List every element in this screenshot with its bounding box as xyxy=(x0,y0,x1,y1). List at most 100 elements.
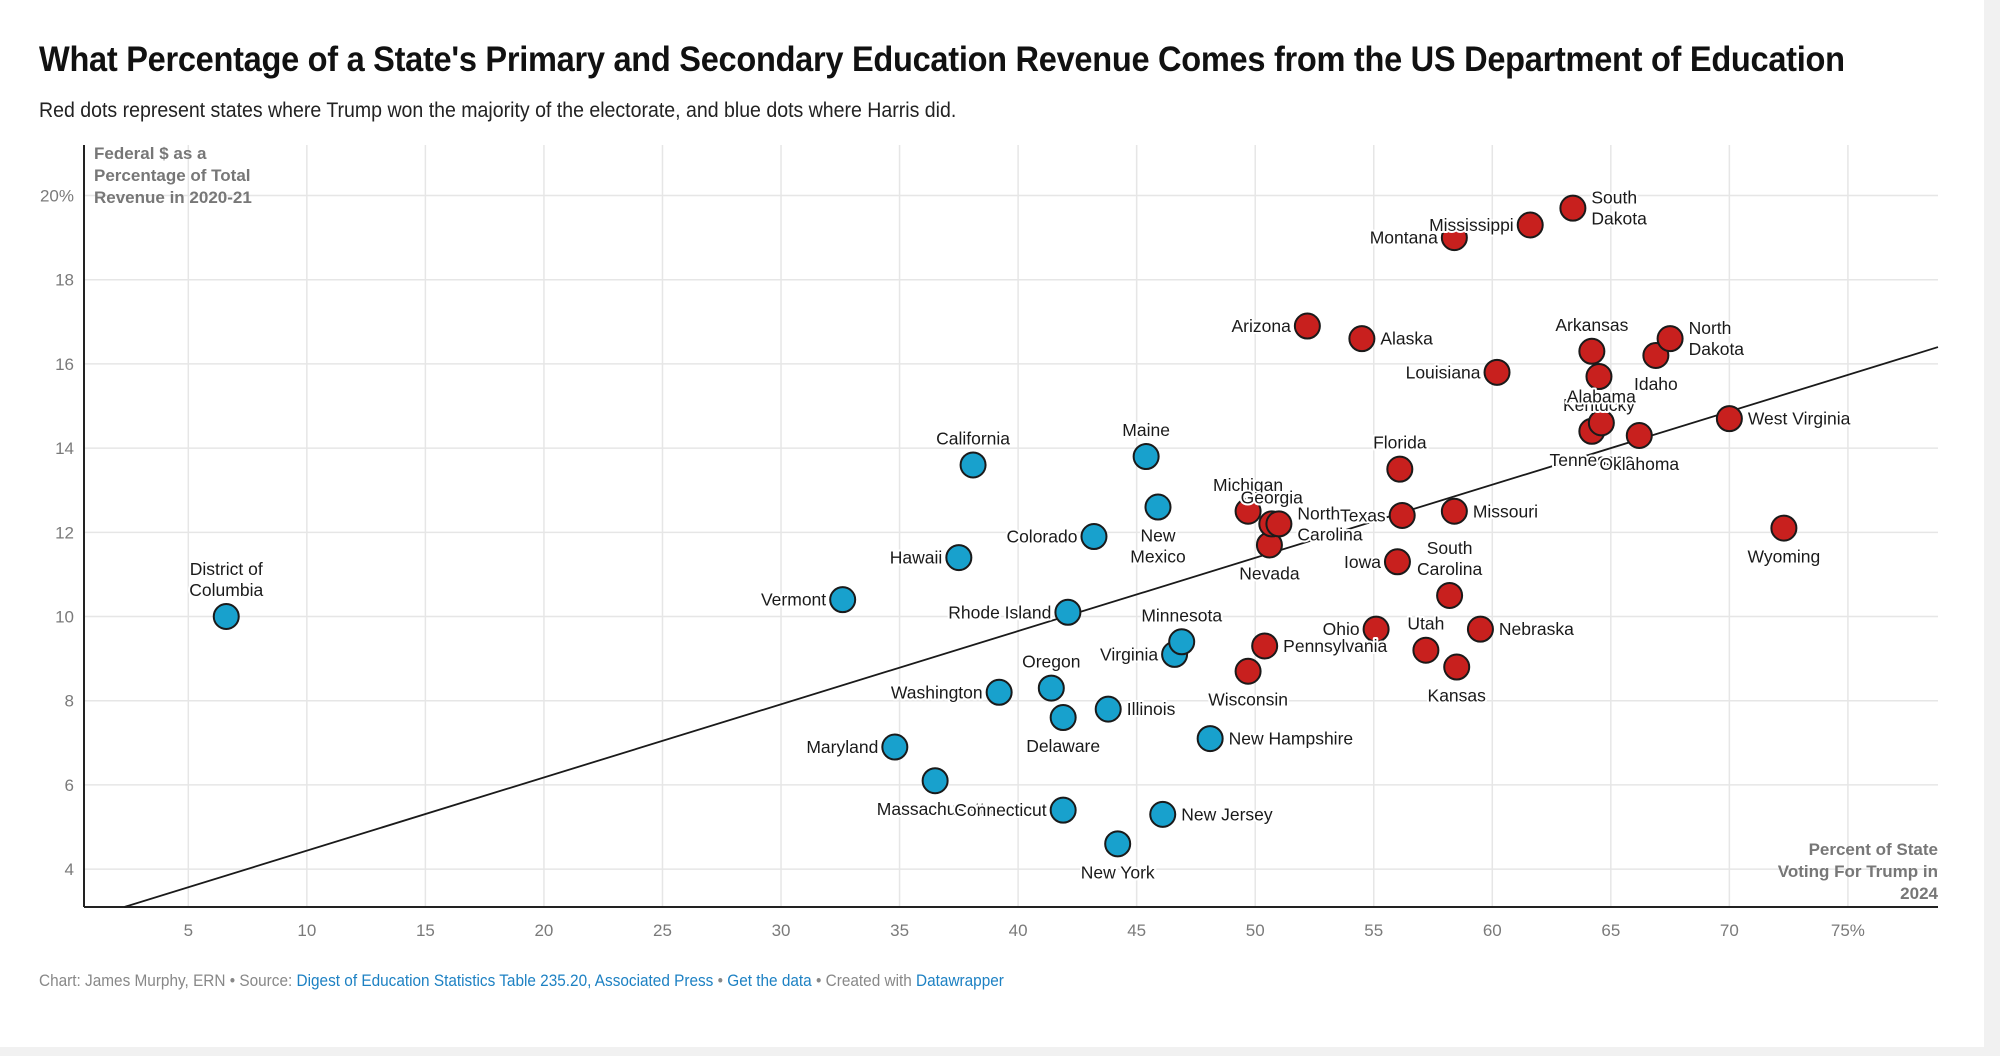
y-tick-label: 20% xyxy=(40,187,74,206)
dot-utah xyxy=(1412,636,1440,664)
dot-south-dakota xyxy=(1559,194,1587,222)
label-line: Montana xyxy=(1370,228,1438,248)
x-tick-label: 20 xyxy=(534,921,553,940)
label-line: Iowa xyxy=(1344,552,1381,572)
label-michigan: Michigan xyxy=(1213,475,1283,495)
axis-title-line: Federal $ as a xyxy=(94,144,207,163)
label-line: Rhode Island xyxy=(948,602,1051,622)
label-line: Idaho xyxy=(1634,374,1678,394)
label-line: Vermont xyxy=(761,590,826,610)
label-florida: Florida xyxy=(1373,433,1427,453)
dot-connecticut xyxy=(1049,796,1077,824)
dot-louisiana xyxy=(1483,358,1511,386)
label-nevada: Nevada xyxy=(1239,563,1300,583)
label-nebraska: Nebraska xyxy=(1499,619,1574,639)
label-line: New Jersey xyxy=(1181,804,1273,824)
label-line: Pennsylvania xyxy=(1283,636,1387,656)
label-missouri: Missouri xyxy=(1473,501,1538,521)
dot-missouri xyxy=(1440,497,1468,525)
label-line: West Virginia xyxy=(1748,409,1851,429)
x-tick-label: 35 xyxy=(890,921,909,940)
dot-north-dakota xyxy=(1656,325,1684,353)
label-kentucky: Kentucky xyxy=(1563,395,1635,415)
dot-new-jersey xyxy=(1149,800,1177,828)
dot-colorado xyxy=(1080,523,1108,551)
label-line: Carolina xyxy=(1417,559,1482,579)
dot-massachusetts xyxy=(921,767,949,795)
x-tick-label: 45 xyxy=(1127,921,1146,940)
label-washington: Washington xyxy=(891,682,983,702)
chart-title: What Percentage of a State's Primary and… xyxy=(39,40,1845,79)
label-minnesota: Minnesota xyxy=(1141,605,1222,625)
dot-montana xyxy=(1440,224,1468,252)
label-line: Massachusetts xyxy=(877,799,994,819)
label-tennessee: Tennessee xyxy=(1550,450,1635,470)
x-tick-label: 55 xyxy=(1364,921,1383,940)
label-line: Dakota xyxy=(1591,209,1647,229)
label-line: Maryland xyxy=(806,737,878,757)
dot-new-hampshire xyxy=(1196,725,1224,753)
label-new-jersey: New Jersey xyxy=(1181,804,1273,824)
label-illinois: Illinois xyxy=(1127,699,1176,719)
dot-michigan xyxy=(1234,497,1262,525)
label-maryland: Maryland xyxy=(806,737,878,757)
x-tick-label: 25 xyxy=(653,921,672,940)
x-tick-label: 50 xyxy=(1246,921,1265,940)
get-data-link[interactable]: Get the data xyxy=(727,972,812,990)
axis-title-line: Percent of State xyxy=(1809,840,1938,859)
label-wisconsin: Wisconsin xyxy=(1208,690,1288,710)
label-new-york: New York xyxy=(1081,862,1155,882)
label-california: California xyxy=(936,428,1010,448)
y-axis-title: Federal $ as a Percentage of Total Revenue… xyxy=(94,144,252,207)
dot-wyoming xyxy=(1770,514,1798,542)
label-idaho: Idaho xyxy=(1634,374,1678,394)
y-tick-label: 12 xyxy=(55,523,74,542)
axis-titles: Federal $ as a Percentage of Total Revenue… xyxy=(94,144,1939,903)
label-line: North xyxy=(1297,503,1340,523)
x-tick-label: 70 xyxy=(1720,921,1739,940)
dot-district-of-columbia xyxy=(212,603,240,631)
label-new-hampshire: New Hampshire xyxy=(1229,729,1353,749)
axis-ticks: 5 10 15 20 25 30 35 40 45 50 55 60 65 70 75% 4 6 8 10 12 14 1… xyxy=(40,187,1865,940)
created-with-label: Created with xyxy=(825,972,917,990)
label-line: Kansas xyxy=(1428,686,1487,706)
dot-north-carolina xyxy=(1265,510,1293,538)
label-south-carolina: South Carolina xyxy=(1417,538,1482,579)
dot-wisconsin xyxy=(1234,657,1262,685)
label-line: Illinois xyxy=(1127,699,1176,719)
label-oregon: Oregon xyxy=(1022,652,1080,672)
label-vermont: Vermont xyxy=(761,590,826,610)
y-tick-label: 6 xyxy=(65,776,74,795)
label-line: Kentucky xyxy=(1563,395,1635,415)
label-kansas: Kansas xyxy=(1428,686,1487,706)
source-link[interactable]: Digest of Education Statistics Table 235… xyxy=(296,972,714,990)
trend-line xyxy=(124,346,1939,908)
dot-arizona xyxy=(1293,312,1321,340)
label-north-dakota: North Dakota xyxy=(1689,318,1745,359)
label-line: Michigan xyxy=(1213,475,1283,495)
label-line: Maine xyxy=(1122,420,1170,440)
dot-vermont xyxy=(829,586,857,614)
dot-illinois xyxy=(1094,695,1122,723)
label-arizona: Arizona xyxy=(1232,316,1292,336)
chart-footer: Chart: James Murphy, ERN • Source: Diges… xyxy=(39,972,1004,991)
label-hawaii: Hawaii xyxy=(890,548,943,568)
chart-credit: Chart: James Murphy, ERN xyxy=(39,972,226,990)
dot-ohio xyxy=(1362,615,1390,643)
label-georgia: Georgia xyxy=(1241,487,1304,507)
label-line: Alabama xyxy=(1567,386,1636,406)
footer-separator: • xyxy=(225,972,240,990)
label-line: Delaware xyxy=(1026,736,1100,756)
label-line: New xyxy=(1140,526,1175,546)
label-utah: Utah xyxy=(1407,614,1444,634)
dot-alaska xyxy=(1348,325,1376,353)
y-tick-label: 18 xyxy=(55,271,74,290)
label-line: North xyxy=(1689,318,1732,338)
grid xyxy=(84,145,1938,907)
label-line: Minnesota xyxy=(1141,605,1222,625)
datawrapper-link[interactable]: Datawrapper xyxy=(916,972,1004,990)
label-alabama: Alabama xyxy=(1567,386,1636,406)
label-district-of-columbia: District of Columbia xyxy=(189,559,263,600)
dot-kentucky xyxy=(1585,363,1613,391)
dot-kansas xyxy=(1443,653,1471,681)
